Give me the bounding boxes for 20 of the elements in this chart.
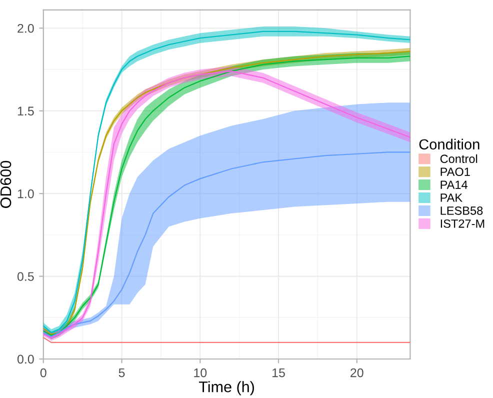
legend-label: Control [440, 154, 478, 164]
y-tick-label: 1.5 [18, 106, 34, 116]
legend-title: Condition [419, 138, 480, 150]
x-tick-label: 5 [118, 368, 125, 378]
legend-label: PA14 [440, 180, 468, 189]
x-tick-label: 15 [272, 368, 285, 378]
x-tick-label: 20 [350, 368, 364, 378]
y-axis-title: OD600 [0, 160, 12, 208]
y-tick-label: 0.5 [17, 272, 34, 281]
legend-label: PAO1 [440, 168, 470, 176]
x-tick-label: 10 [194, 368, 207, 378]
legend-label: IST27-M [440, 219, 484, 228]
line-series [43, 152, 410, 338]
legend-label: LESB58 [440, 206, 483, 215]
legend-label: PAK [440, 194, 462, 202]
x-axis-title: Time (h) [198, 381, 254, 396]
y-tick-label: 0.0 [17, 354, 34, 364]
y-tick-label: 2.0 [18, 24, 34, 33]
x-tick-label: 0 [40, 368, 46, 378]
y-tick-label: 1.0 [18, 189, 34, 198]
